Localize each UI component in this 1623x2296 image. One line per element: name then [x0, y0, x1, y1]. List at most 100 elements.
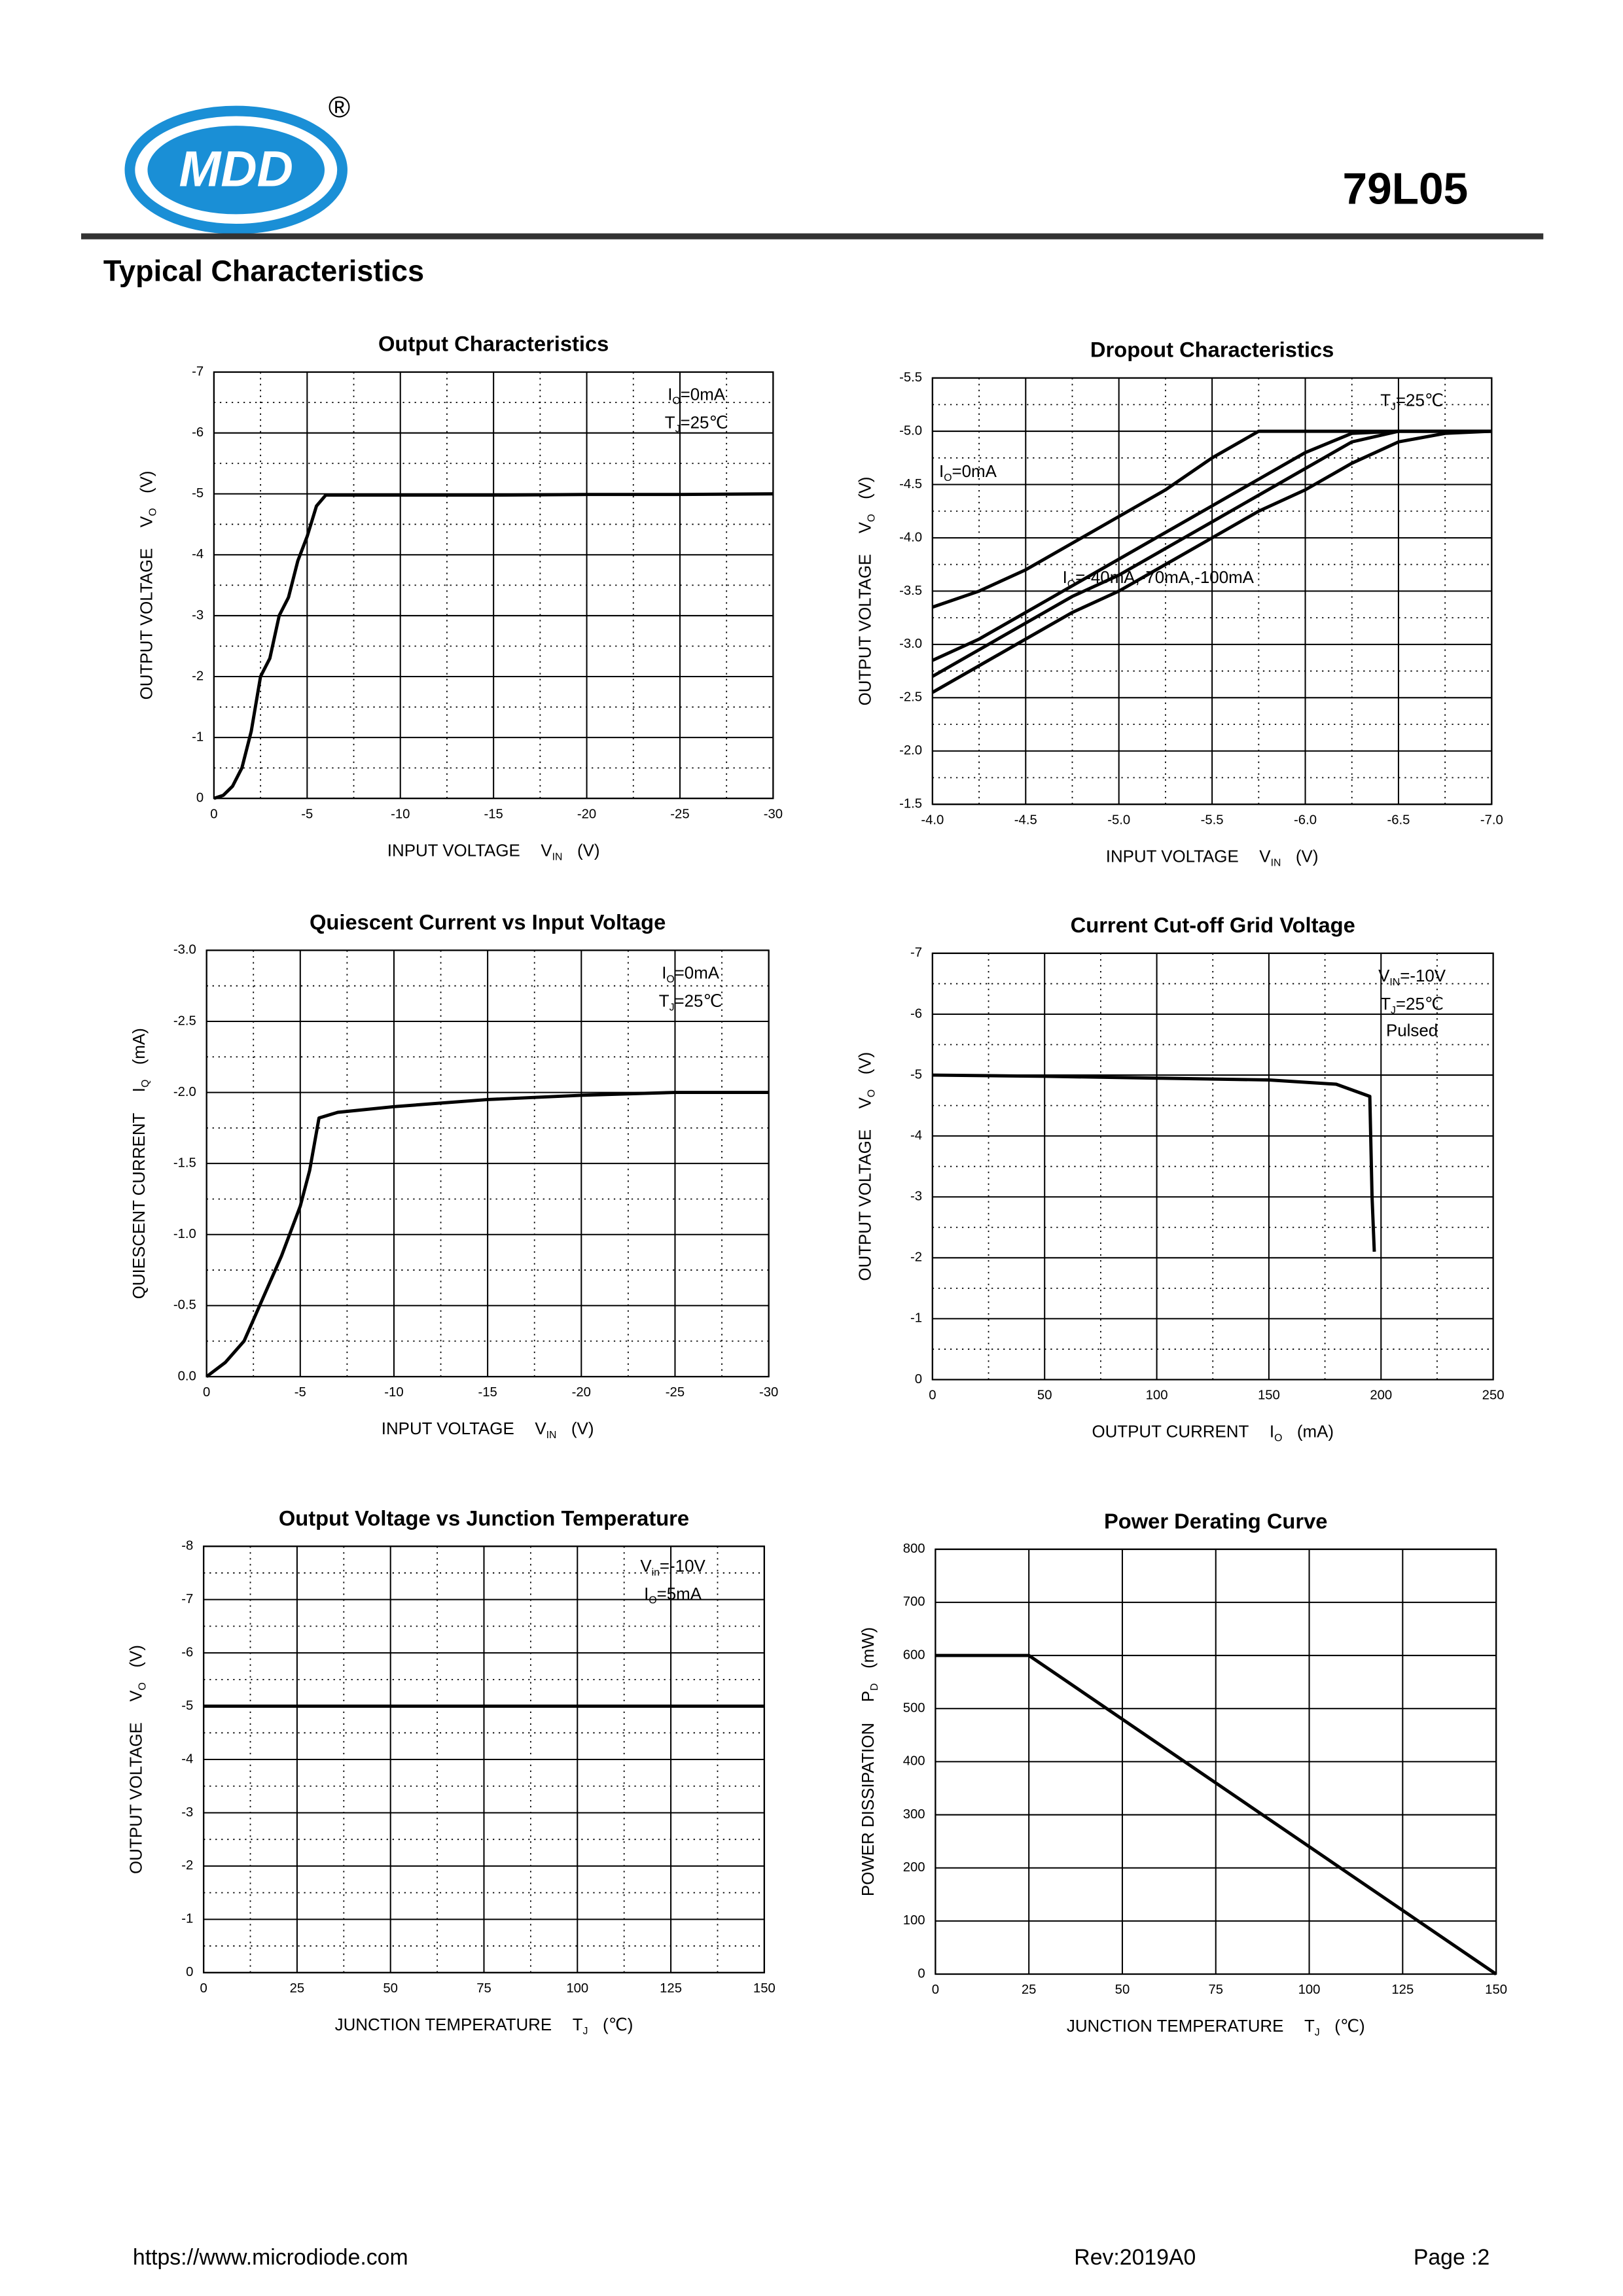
label-subscript: O	[148, 508, 159, 516]
label-symbol: V	[856, 521, 874, 533]
x-tick-label: -4.0	[921, 813, 944, 827]
y-tick-label: 200	[903, 1860, 925, 1875]
x-tick-label: 125	[660, 1981, 682, 1996]
x-tick-label: 200	[1370, 1388, 1392, 1403]
label-subscript: O	[866, 514, 878, 522]
annotation-text: =25℃	[674, 992, 722, 1010]
annotation: IO=5mA	[644, 1585, 702, 1606]
annotation: Pulsed	[1386, 1021, 1438, 1040]
footer-url[interactable]: https://www.microdiode.com	[133, 2245, 408, 2270]
y-tick-label: -5	[192, 486, 204, 501]
y-tick-label: -2	[181, 1858, 193, 1873]
data-line	[931, 429, 1492, 678]
annotation: TJ=25℃	[1380, 995, 1444, 1016]
annotation-text: =-10V	[660, 1557, 706, 1576]
label-text: QUIESCENT CURRENT	[130, 1113, 149, 1299]
logo: MDD	[124, 105, 348, 234]
chart-title: Output Characteristics	[378, 332, 609, 356]
annotation-text: =25℃	[1396, 392, 1444, 410]
x-tick-label: -20	[572, 1385, 591, 1400]
y-tick-label: -1.0	[173, 1227, 196, 1241]
y-tick-label: -4.0	[899, 530, 922, 544]
annotation-subscript: J	[675, 424, 681, 435]
label-text: JUNCTION TEMPERATURE	[335, 2016, 552, 2034]
y-tick-label: -2.5	[173, 1014, 196, 1028]
y-tick-label: -1	[181, 1912, 193, 1926]
label-text: POWER DISSIPATION	[859, 1723, 878, 1896]
annotation: IO=0mA	[668, 386, 726, 407]
label-subscript: O	[866, 1089, 878, 1097]
chart: Quiescent Current vs Input Voltage 0 -5 -10…	[130, 910, 778, 1441]
y-tick-label: -2.0	[899, 743, 922, 758]
y-tick-label: -3	[910, 1190, 922, 1204]
y-tick-label: 100	[903, 1913, 925, 1928]
x-tick-label: -6.5	[1387, 813, 1410, 827]
y-tick-label: -1.5	[899, 797, 922, 811]
x-tick-label: 25	[290, 1981, 305, 1996]
x-tick-label: -30	[759, 1385, 778, 1400]
x-axis-label: INPUT VOLTAGE VIN (V)	[382, 1420, 594, 1441]
registered-mark: ®	[329, 90, 350, 124]
y-tick-label: 400	[903, 1754, 925, 1769]
label-subscript: O	[137, 1682, 149, 1690]
y-tick-label: -7	[192, 364, 204, 379]
chart-title: Output Voltage vs Junction Temperature	[279, 1506, 689, 1530]
annotation-text: =-40mA,-70mA,-100mA	[1075, 569, 1255, 587]
y-tick-label: -2	[192, 669, 204, 683]
part-number: 79L05	[1343, 164, 1469, 213]
annotation-subscript: O	[666, 974, 674, 985]
label-text: INPUT VOLTAGE	[382, 1420, 514, 1438]
annotation-text: T	[1380, 392, 1391, 410]
label-subscript: D	[869, 1684, 880, 1691]
y-tick-label: -1	[910, 1311, 922, 1326]
annotation-text: I	[939, 463, 944, 481]
annotation-text: =-10V	[1400, 967, 1446, 985]
annotation-text: Pulsed	[1386, 1021, 1438, 1040]
x-tick-label: -15	[484, 807, 503, 821]
footer-page: Page :2	[1414, 2245, 1490, 2270]
x-tick-label: 75	[1208, 1983, 1223, 1997]
x-tick-label: -5	[294, 1385, 306, 1400]
plot-frame	[213, 371, 774, 800]
label-symbol: T	[1304, 2017, 1315, 2036]
y-tick-label: 500	[903, 1701, 925, 1716]
label-text: OUTPUT CURRENT	[1092, 1422, 1249, 1441]
y-tick-label: -6	[181, 1645, 193, 1659]
data-line	[213, 492, 774, 800]
annotation-subscript: IN	[1389, 977, 1400, 988]
y-tick-label: 0	[915, 1372, 922, 1386]
x-axis-label: JUNCTION TEMPERATURE TJ (℃)	[1067, 2017, 1365, 2038]
data-line	[205, 1091, 769, 1378]
x-tick-label: -25	[670, 807, 689, 821]
label-unit: (V)	[137, 470, 156, 493]
y-tick-label: -2.0	[173, 1085, 196, 1099]
label-symbol: T	[573, 2016, 583, 2034]
chart: Output Voltage vs Junction Temperature 0 2…	[128, 1506, 776, 2037]
x-tick-label: 25	[1022, 1983, 1037, 1997]
x-tick-label: 0	[200, 1981, 207, 1996]
plot-frame	[935, 1548, 1497, 1975]
y-tick-label: -8	[181, 1539, 193, 1553]
annotation-subscript: J	[669, 1002, 675, 1013]
y-tick-label: -3	[192, 608, 204, 622]
label-symbol: V	[137, 516, 156, 527]
annotation-subscript: O	[672, 396, 680, 407]
annotation: IO=-40mA,-70mA,-100mA	[1063, 569, 1255, 590]
chart: Dropout Characteristics -4.0 -4.5 -5.0 -5.5 -…	[856, 338, 1503, 869]
label-unit: (mW)	[859, 1627, 878, 1669]
label-subscript: IN	[546, 1430, 557, 1441]
annotation-text: =25℃	[1396, 995, 1444, 1014]
x-tick-label: 100	[1146, 1388, 1168, 1403]
label-symbol: I	[130, 1087, 149, 1092]
data-line	[935, 1653, 1497, 1976]
y-tick-label: -7	[910, 945, 922, 960]
label-unit: (V)	[856, 476, 874, 499]
chart: Power Derating Curve 0 25 50 75 100 125 150 0 100…	[859, 1509, 1507, 2039]
label-text: INPUT VOLTAGE	[1106, 847, 1239, 866]
label-subscript: J	[583, 2026, 588, 2037]
label-unit: (mA)	[130, 1028, 149, 1065]
annotation-subscript: J	[1391, 402, 1396, 413]
x-tick-label: 100	[1298, 1983, 1321, 1997]
label-unit: (V)	[571, 1420, 594, 1438]
